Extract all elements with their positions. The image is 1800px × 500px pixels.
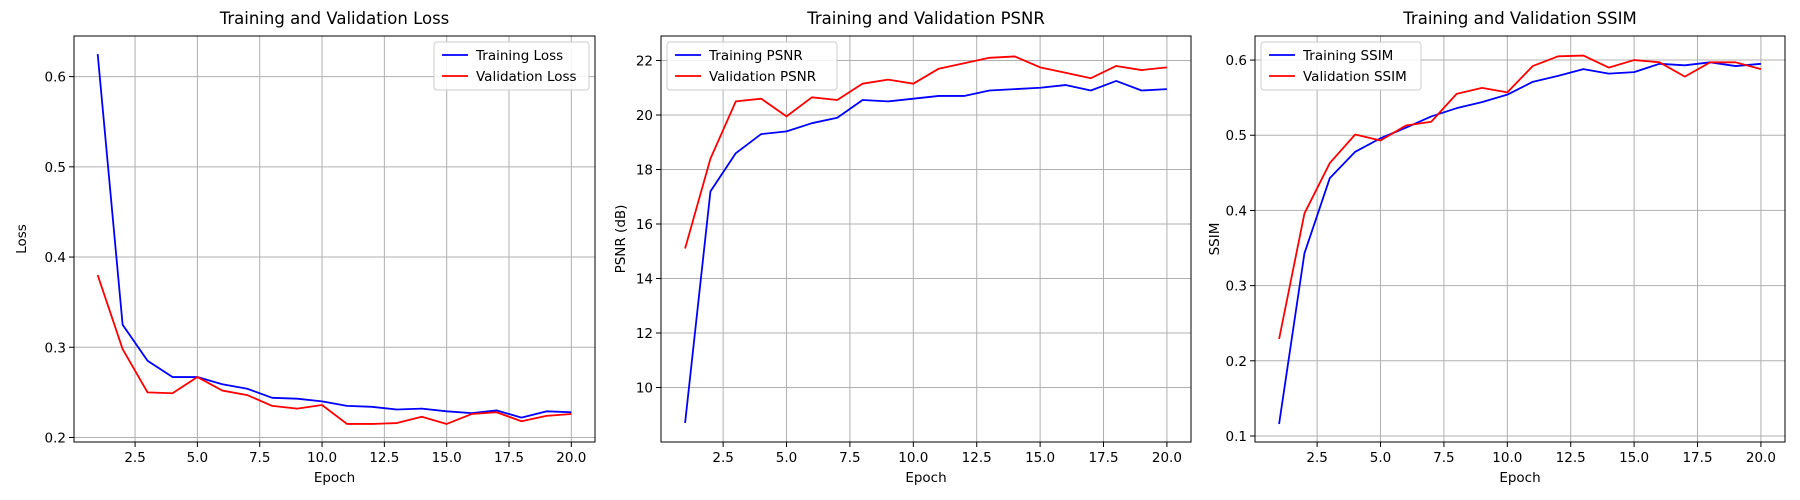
chart-panel-2: Training and Validation PSNR 2.5 5.0 7.5 10.… xyxy=(613,9,1192,486)
x-axis-label: Epoch xyxy=(905,470,946,486)
legend-label: Validation Loss xyxy=(476,69,577,85)
x-tick-label: 2.5 xyxy=(712,450,733,466)
x-tick-label: 7.5 xyxy=(839,450,860,466)
y-tick-label: 0.6 xyxy=(1226,53,1247,69)
series-line-training-loss xyxy=(96,53,572,419)
y-tick-label: 12 xyxy=(636,326,653,342)
legend-box xyxy=(433,41,590,91)
y-tick-label: 0.3 xyxy=(45,340,66,356)
y-tick-label: 22 xyxy=(636,54,653,70)
y-tick-label: 0.6 xyxy=(45,70,66,86)
x-axis-label: Epoch xyxy=(1499,470,1540,486)
x-tick-label: 17.5 xyxy=(1682,450,1712,466)
legend-label: Validation PSNR xyxy=(709,69,816,85)
y-tick-label: 0.3 xyxy=(1226,279,1247,295)
y-tick-label: 0.5 xyxy=(45,160,66,176)
plot-frame xyxy=(660,35,1192,443)
x-tick-label: 20.0 xyxy=(1152,450,1182,466)
x-tick-label: 2.5 xyxy=(1306,450,1327,466)
x-tick-label: 17.5 xyxy=(1088,450,1118,466)
x-tick-label: 5.0 xyxy=(1370,450,1391,466)
y-axis-label: SSIM xyxy=(1207,223,1223,256)
legend-label: Training PSNR xyxy=(708,48,803,64)
x-axis-label: Epoch xyxy=(314,470,355,486)
x-tick-label: 15.0 xyxy=(1025,450,1055,466)
legend-label: Training Loss xyxy=(475,48,563,64)
y-tick-label: 14 xyxy=(636,272,653,288)
legend-box xyxy=(1260,41,1422,91)
y-tick-label: 0.1 xyxy=(1226,429,1247,445)
series-line-training-ssim xyxy=(1278,61,1761,425)
legend-box xyxy=(666,41,838,91)
y-tick-label: 18 xyxy=(636,163,653,179)
legend-label: Validation SSIM xyxy=(1303,69,1407,85)
x-tick-label: 12.5 xyxy=(1556,450,1586,466)
x-tick-label: 12.5 xyxy=(962,450,992,466)
plot-frame xyxy=(1254,35,1786,443)
x-tick-label: 2.5 xyxy=(124,450,145,466)
y-tick-label: 0.2 xyxy=(45,430,66,446)
chart-panel-1: Training and Validation Loss 2.5 5.0 7.5 10.… xyxy=(14,9,596,486)
x-tick-label: 20.0 xyxy=(556,450,586,466)
x-tick-label: 15.0 xyxy=(432,450,462,466)
series-line-training-psnr xyxy=(684,80,1167,424)
legend: Training SSIM Validation SSIM xyxy=(1260,41,1422,91)
y-tick-label: 20 xyxy=(636,108,653,124)
y-axis-label: PSNR (dB) xyxy=(613,205,629,274)
x-tick-label: 7.5 xyxy=(249,450,270,466)
x-tick-label: 12.5 xyxy=(369,450,399,466)
x-tick-label: 15.0 xyxy=(1619,450,1649,466)
y-axis-label: Loss xyxy=(14,224,30,254)
chart-title: Training and Validation PSNR xyxy=(806,9,1045,28)
legend: Training Loss Validation Loss xyxy=(433,41,590,91)
y-tick-label: 0.2 xyxy=(1226,354,1247,370)
y-tick-label: 0.4 xyxy=(1226,203,1247,219)
x-tick-label: 5.0 xyxy=(187,450,208,466)
x-tick-label: 17.5 xyxy=(494,450,524,466)
plot-frame xyxy=(73,35,596,443)
y-tick-label: 0.4 xyxy=(45,250,66,266)
y-tick-label: 16 xyxy=(636,217,653,233)
x-tick-label: 10.0 xyxy=(307,450,337,466)
chart-panel-3: Training and Validation SSIM 2.5 5.0 7.5 10.… xyxy=(1207,9,1786,486)
x-tick-label: 10.0 xyxy=(898,450,928,466)
x-tick-label: 20.0 xyxy=(1746,450,1776,466)
x-tick-label: 7.5 xyxy=(1433,450,1454,466)
legend: Training PSNR Validation PSNR xyxy=(666,41,838,91)
series-line-validation-loss xyxy=(96,274,572,425)
y-tick-label: 0.5 xyxy=(1226,128,1247,144)
chart-title: Training and Validation Loss xyxy=(219,9,450,28)
series-line-validation-ssim xyxy=(1278,54,1762,340)
y-tick-label: 10 xyxy=(636,381,653,397)
legend-label: Training SSIM xyxy=(1302,48,1393,64)
series-line-validation-psnr xyxy=(684,55,1168,249)
x-tick-label: 5.0 xyxy=(776,450,797,466)
chart-title: Training and Validation SSIM xyxy=(1402,9,1636,28)
x-tick-label: 10.0 xyxy=(1492,450,1522,466)
